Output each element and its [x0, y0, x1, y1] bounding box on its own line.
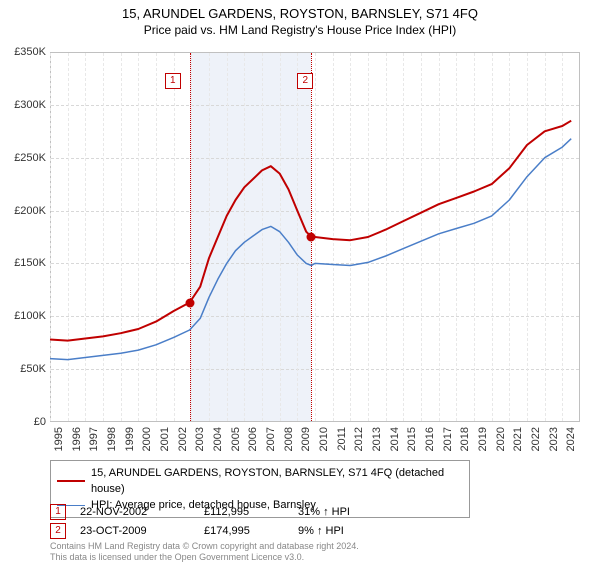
x-axis-label: 2012 — [353, 427, 365, 459]
sales-table: 1 22-NOV-2002 £112,995 31% ↑ HPI 2 23-OCT-200… — [50, 504, 378, 542]
x-axis-label: 2023 — [548, 427, 560, 459]
y-axis-label: £350K — [1, 46, 46, 58]
x-axis-label: 2020 — [495, 427, 507, 459]
legend-label: 15, ARUNDEL GARDENS, ROYSTON, BARNSLEY, … — [91, 465, 463, 497]
y-axis-label: £250K — [1, 152, 46, 164]
footer-line1: Contains HM Land Registry data © Crown c… — [50, 541, 359, 552]
x-axis-label: 1998 — [106, 427, 118, 459]
x-axis-label: 2006 — [247, 427, 259, 459]
y-axis-label: £0 — [1, 416, 46, 428]
chart-subtitle: Price paid vs. HM Land Registry's House … — [0, 23, 600, 37]
x-axis-label: 1995 — [53, 427, 65, 459]
x-axis-label: 2001 — [159, 427, 171, 459]
sale-date: 23-OCT-2009 — [80, 525, 190, 537]
y-axis-label: £50K — [1, 363, 46, 375]
x-axis-label: 2013 — [371, 427, 383, 459]
x-axis-label: 2021 — [512, 427, 524, 459]
x-axis-label: 2014 — [389, 427, 401, 459]
x-axis-label: 2017 — [442, 427, 454, 459]
y-axis-label: £200K — [1, 205, 46, 217]
x-axis-label: 2008 — [283, 427, 295, 459]
sale-diff: 31% ↑ HPI — [298, 506, 378, 518]
sale-dot — [307, 233, 316, 242]
footer-line2: This data is licensed under the Open Gov… — [50, 552, 359, 563]
series-property — [50, 121, 571, 341]
x-axis-label: 2000 — [141, 427, 153, 459]
y-axis-label: £100K — [1, 310, 46, 322]
sale-row: 1 22-NOV-2002 £112,995 31% ↑ HPI — [50, 504, 378, 520]
y-axis-label: £300K — [1, 99, 46, 111]
x-axis-label: 1999 — [124, 427, 136, 459]
x-axis-label: 2011 — [336, 427, 348, 459]
series-hpi — [50, 139, 571, 360]
chart-area: 12 £0£50K£100K£150K£200K£250K£300K£350K … — [50, 52, 580, 422]
sale-price: £174,995 — [204, 525, 284, 537]
x-axis-label: 2004 — [212, 427, 224, 459]
x-axis-label: 2019 — [477, 427, 489, 459]
x-axis-label: 2024 — [565, 427, 577, 459]
x-axis-label: 2009 — [300, 427, 312, 459]
x-axis-label: 2010 — [318, 427, 330, 459]
sale-marker-box: 2 — [297, 73, 313, 89]
legend-row: 15, ARUNDEL GARDENS, ROYSTON, BARNSLEY, … — [57, 465, 463, 497]
sale-row-box: 2 — [50, 523, 66, 539]
x-axis-label: 2015 — [406, 427, 418, 459]
sale-row: 2 23-OCT-2009 £174,995 9% ↑ HPI — [50, 523, 378, 539]
sale-diff: 9% ↑ HPI — [298, 525, 378, 537]
x-axis-label: 2005 — [230, 427, 242, 459]
sale-date: 22-NOV-2002 — [80, 506, 190, 518]
y-axis-label: £150K — [1, 257, 46, 269]
x-axis-label: 2018 — [459, 427, 471, 459]
x-axis-label: 2002 — [177, 427, 189, 459]
x-axis-label: 2007 — [265, 427, 277, 459]
x-axis-label: 1996 — [71, 427, 83, 459]
x-axis-label: 2003 — [194, 427, 206, 459]
legend-swatch — [57, 480, 85, 482]
x-axis-label: 2016 — [424, 427, 436, 459]
sale-price: £112,995 — [204, 506, 284, 518]
sale-dot — [185, 298, 194, 307]
x-axis-label: 1997 — [88, 427, 100, 459]
sale-row-box: 1 — [50, 504, 66, 520]
sale-marker-box: 1 — [165, 73, 181, 89]
x-axis-label: 2022 — [530, 427, 542, 459]
chart-title: 15, ARUNDEL GARDENS, ROYSTON, BARNSLEY, … — [0, 6, 600, 21]
